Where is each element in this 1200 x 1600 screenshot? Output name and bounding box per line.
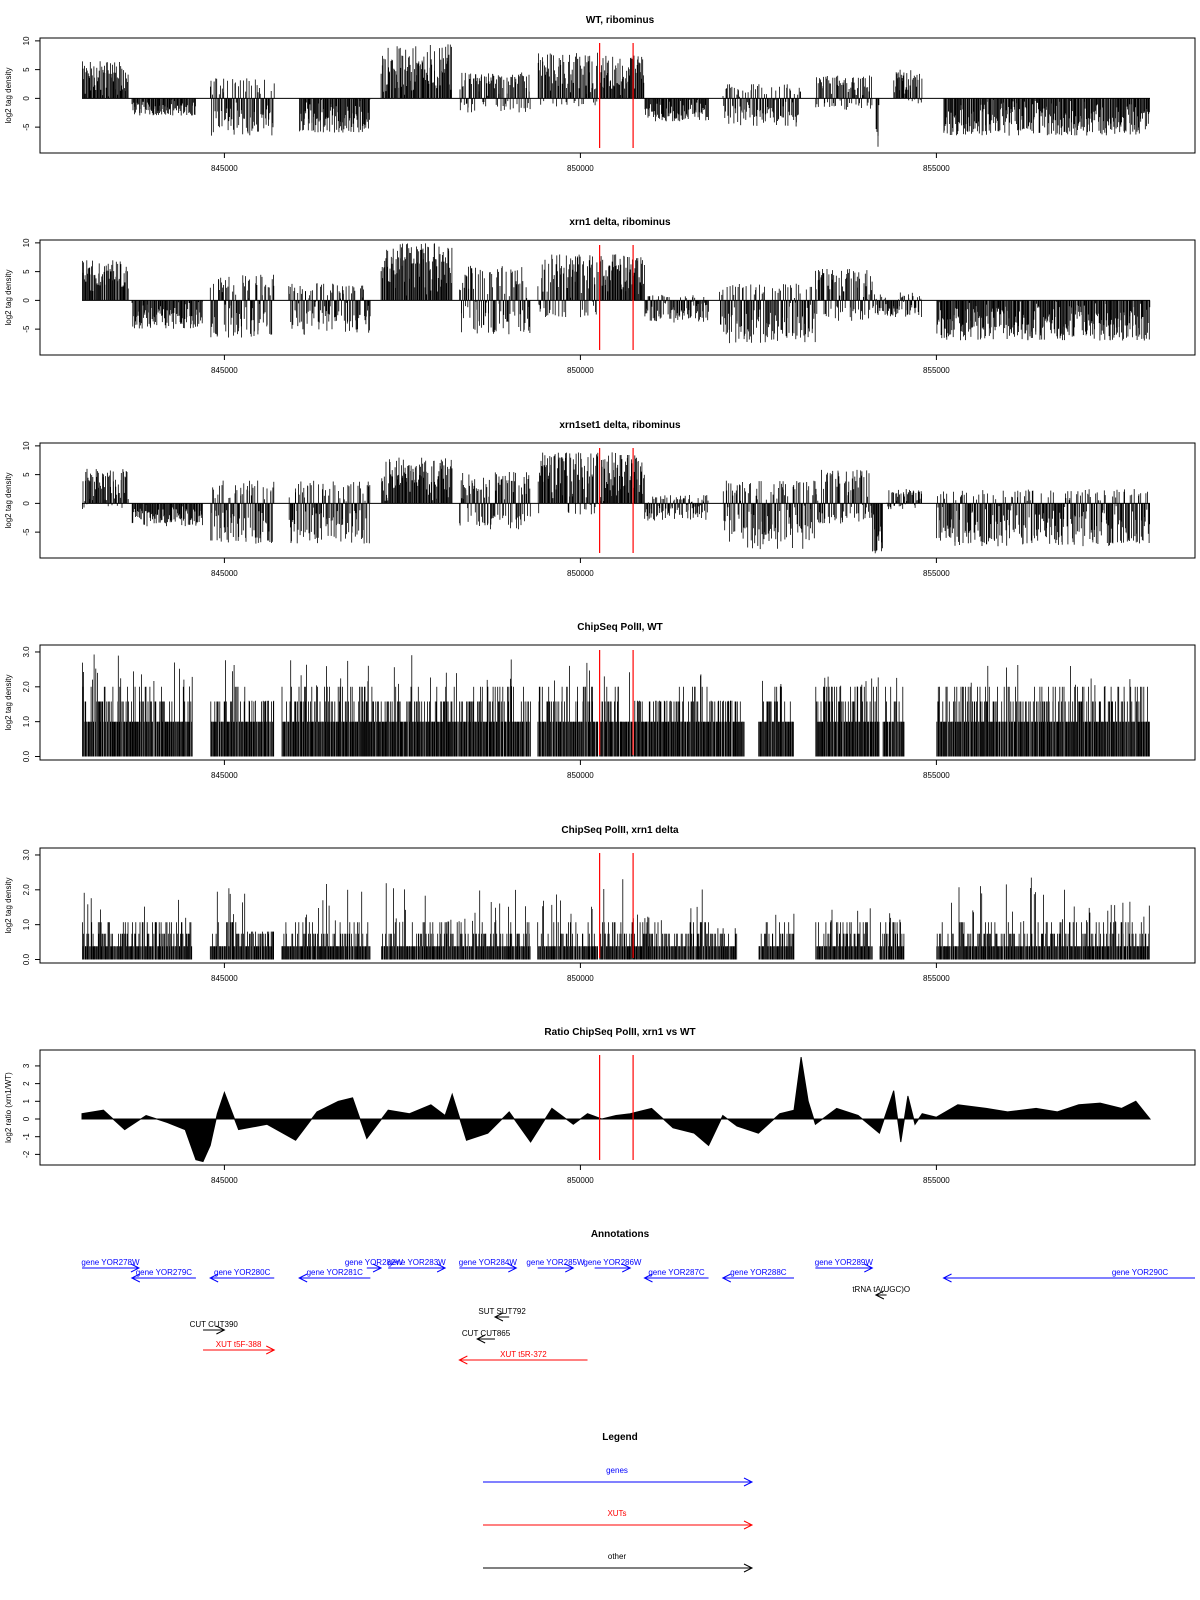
data-segment — [599, 254, 645, 301]
data-segment — [722, 480, 816, 550]
data-segment — [943, 98, 1150, 136]
plot-frame — [39, 442, 1196, 559]
data-segment — [288, 480, 371, 544]
data-segment — [537, 662, 599, 757]
data-segment — [245, 700, 275, 757]
x-tick-label: 855000 — [923, 569, 950, 578]
data-segment — [131, 300, 203, 329]
data-segment — [458, 659, 531, 757]
chart-panel-2: xrn1 delta, ribominus log2 tag density 10 5… — [4, 217, 1196, 375]
data-segment — [537, 452, 599, 515]
y-axis-label: log2 tag density — [4, 269, 13, 325]
data-segment — [644, 294, 709, 323]
y-tick-label: 10 — [22, 238, 31, 247]
y-tick-label: 0 — [22, 501, 31, 506]
data-segment — [380, 243, 453, 301]
chart-panel-1: WT, ribominus log2 tag density 10 5 0 -5 84500… — [4, 15, 1196, 173]
x-tick-label: 855000 — [923, 164, 950, 173]
y-tick-label: 5 — [22, 472, 31, 477]
data-segment — [82, 654, 193, 757]
data-segment — [599, 452, 645, 504]
y-tick-label: 5 — [22, 269, 31, 274]
data-segment — [886, 489, 922, 510]
data-segment — [936, 300, 1151, 341]
data-segment — [281, 660, 371, 757]
x-tick-label: 850000 — [567, 771, 594, 780]
data-segment — [131, 98, 196, 116]
data-segment — [381, 457, 453, 504]
data-segment — [82, 61, 129, 99]
y-tick-label: 5 — [22, 67, 31, 72]
data-segment — [209, 78, 275, 136]
x-tick-label: 855000 — [923, 366, 950, 375]
y-tick-label: 1.0 — [22, 716, 31, 728]
plot-frame — [39, 239, 1196, 356]
data-segment — [893, 69, 923, 104]
data-segment — [872, 292, 922, 317]
data-segment — [370, 655, 460, 757]
data-segment — [936, 489, 1150, 547]
y-axis-label: log2 tag density — [4, 472, 13, 528]
x-tick-label: 850000 — [567, 569, 594, 578]
data-segment — [380, 44, 453, 99]
y-tick-label: -5 — [22, 325, 31, 333]
y-tick-label: -5 — [22, 528, 31, 536]
data-segment — [599, 55, 645, 99]
y-tick-label: 0 — [22, 96, 31, 101]
data-segment — [719, 283, 816, 344]
y-axis-label: log2 tag density — [4, 67, 13, 123]
data-segment — [299, 98, 371, 133]
data-segment — [210, 480, 275, 544]
y-tick-label: 10 — [22, 36, 31, 45]
data-segment — [537, 254, 599, 318]
chart-panel-3: xrn1set1 delta, ribominus log2 tag densit… — [4, 420, 1196, 578]
y-tick-label: 0.0 — [22, 750, 31, 762]
x-tick-label: 855000 — [923, 771, 950, 780]
x-tick-label: 850000 — [567, 164, 594, 173]
data-segment — [458, 265, 531, 335]
chart-title: ChipSeq PolII, WT — [577, 622, 663, 633]
x-tick-label: 850000 — [567, 366, 594, 375]
y-tick-label: 0 — [22, 298, 31, 303]
data-segment — [673, 674, 709, 757]
data-segment — [644, 495, 709, 521]
x-tick-label: 845000 — [211, 366, 238, 375]
data-segment — [82, 468, 129, 509]
y-tick-label: 3.0 — [22, 646, 31, 658]
x-tick-label: 845000 — [211, 164, 238, 173]
data-segment — [209, 274, 275, 338]
data-segment — [459, 472, 531, 530]
chart-panel-4: ChipSeq PolII, WT log2 tag density 3.0 2.0 1… — [4, 622, 1196, 780]
data-segment — [82, 260, 129, 301]
data-segment — [644, 98, 709, 122]
plot-frame — [39, 37, 1196, 154]
y-tick-label: 2.0 — [22, 681, 31, 693]
data-segment — [210, 660, 247, 757]
x-tick-label: 845000 — [211, 569, 238, 578]
data-segment — [131, 503, 203, 527]
data-segment — [459, 72, 531, 113]
data-segment — [815, 269, 873, 321]
chart-title: WT, ribominus — [586, 15, 655, 26]
chart-title: xrn1 delta, ribominus — [569, 217, 671, 228]
chart-title: xrn1set1 delta, ribominus — [559, 420, 681, 431]
y-tick-label: 10 — [22, 441, 31, 450]
data-segment — [599, 672, 634, 757]
data-segment — [288, 283, 371, 335]
data-segment — [634, 700, 674, 757]
x-tick-label: 845000 — [211, 771, 238, 780]
data-segment — [537, 52, 598, 107]
y-tick-label: -5 — [22, 123, 31, 131]
data-segment — [875, 98, 880, 147]
y-axis-label: log2 tag density — [4, 674, 13, 730]
data-segment — [722, 84, 801, 127]
data-segment — [815, 469, 873, 524]
data-segment — [872, 503, 883, 554]
data-segment — [815, 75, 873, 110]
